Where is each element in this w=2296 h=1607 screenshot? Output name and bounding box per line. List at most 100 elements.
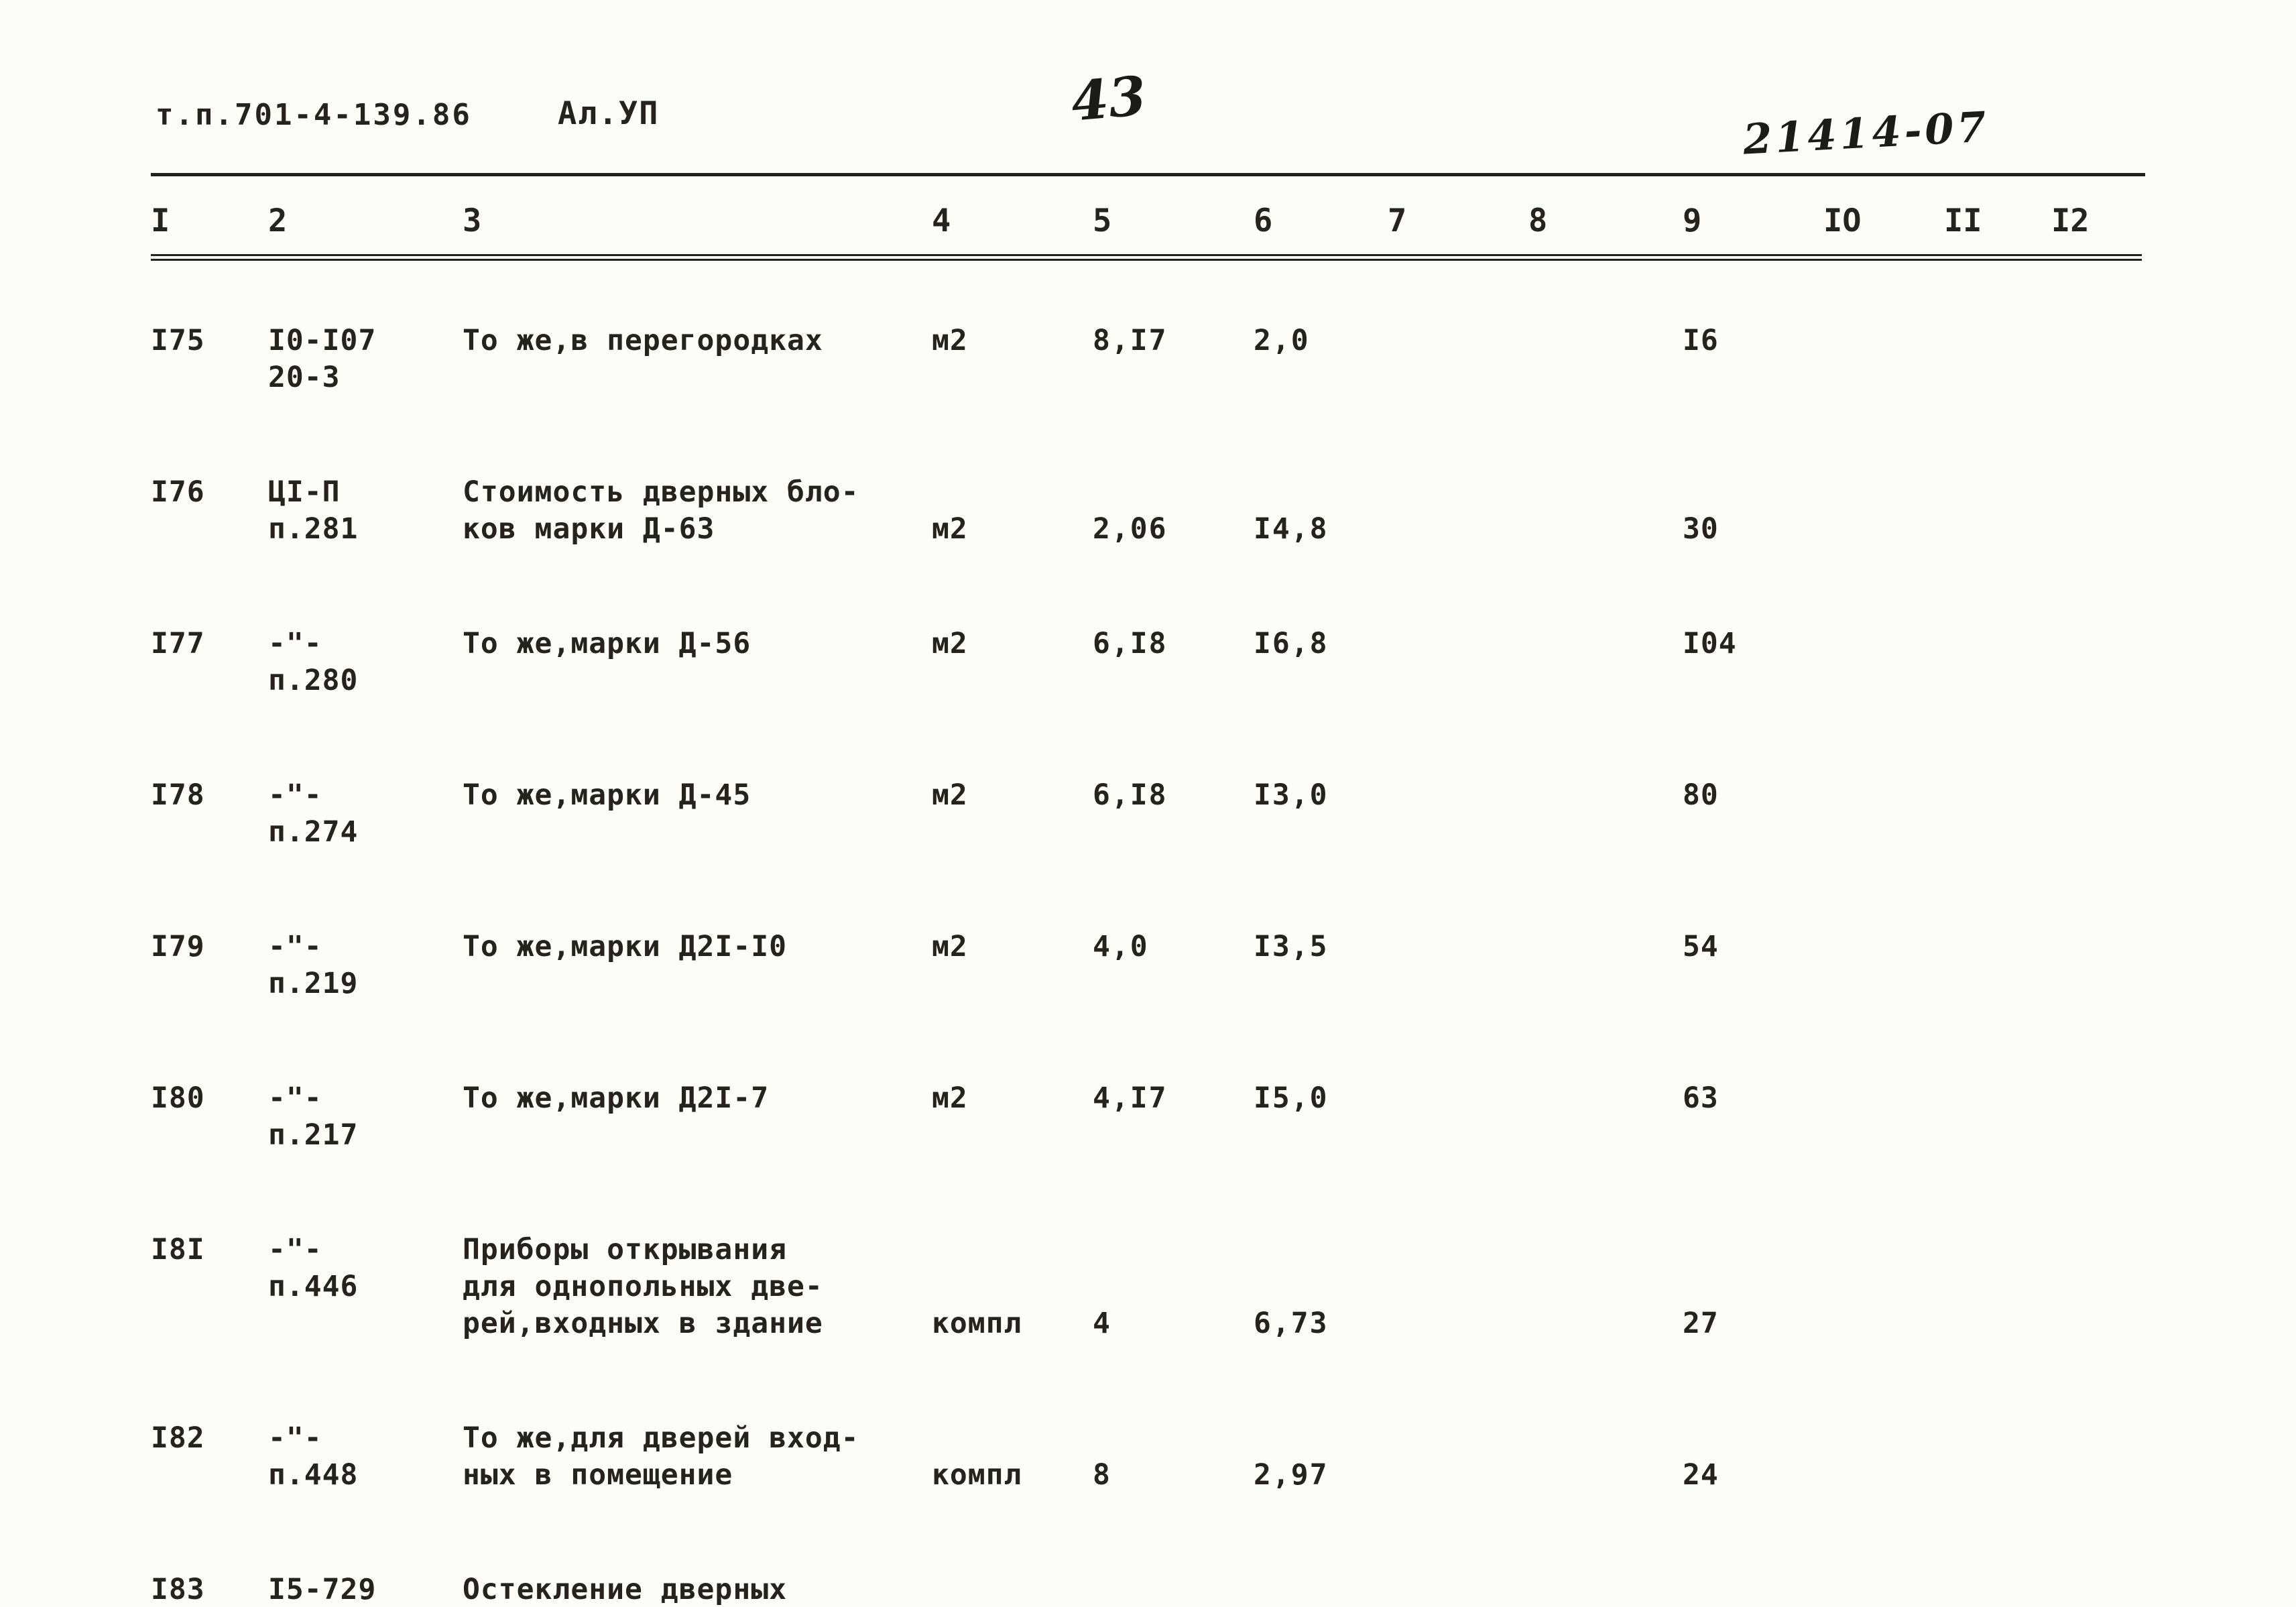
cell-col10 [1823,745,1944,896]
cell-quantity: 4 [1093,1307,1111,1340]
column-header: I [151,182,268,261]
cell-col12 [2051,1199,2142,1388]
cell-col8 [1528,1388,1683,1539]
cell-col12 [2051,1048,2142,1199]
cell-total: 63 [1683,1081,1719,1115]
cell-col11 [1944,1539,2051,1607]
cell-item-no: I76 [151,475,205,509]
cell-basis-ref: I5-729 20I-6 [268,1573,377,1606]
cell-col7 [1388,442,1528,593]
cell-col10 [1823,1199,1944,1388]
cell-col8 [1528,1199,1683,1388]
cell-total: 80 [1683,778,1719,812]
cell-item-no: I75 [151,324,205,357]
cell-col12 [2051,442,2142,593]
column-header: I2 [2051,182,2142,261]
cell-col12 [2051,745,2142,896]
table-row: I80 -"- п.217 То же,марки Д2I-7 м2 4,I7 … [151,1048,2142,1199]
cell-item-no: I82 [151,1421,205,1455]
estimate-table: I 2 3 4 5 6 7 8 9 IO II I2 I75 I0-I07 20… [151,182,2142,1607]
cell-item-no: I80 [151,1081,205,1115]
cell-item-no: I79 [151,930,205,963]
cell-col12 [2051,593,2142,745]
cell-col11 [1944,1048,2051,1199]
cell-description: То же,марки Д-56 [463,627,751,660]
cell-quantity: 8,I7 [1093,324,1168,357]
cell-item-no: I8I [151,1233,205,1266]
cell-basis-ref: -"- п.280 [268,627,359,697]
cell-col7 [1388,1539,1528,1607]
cell-basis-ref: -"- п.217 [268,1081,359,1152]
cell-unit: компл [932,1458,1022,1492]
cell-col8 [1528,1048,1683,1199]
cell-unit-cost: 6,73 [1254,1307,1329,1340]
cell-total: 30 [1683,512,1719,546]
cell-col11 [1944,896,2051,1048]
cell-basis-ref: -"- п.446 [268,1233,359,1303]
cell-description: То же,марки Д2I-7 [463,1081,770,1115]
cell-basis-ref: I0-I07 20-3 [268,324,377,394]
cell-col12 [2051,1539,2142,1607]
cell-unit: м2 [932,778,968,812]
cell-col10 [1823,1539,1944,1607]
album-label: Ал.УП [558,95,660,132]
column-header: 3 [463,182,932,261]
cell-total: I6 [1683,324,1719,357]
column-header: 7 [1388,182,1528,261]
cell-unit: м2 [932,627,968,660]
column-header-row: I 2 3 4 5 6 7 8 9 IO II I2 [151,182,2142,261]
cell-col11 [1944,1388,2051,1539]
cell-quantity: 2,06 [1093,512,1168,546]
cell-description: Приборы открывания для однопольных две- … [463,1233,823,1340]
cell-col7 [1388,257,1528,442]
cell-description: Стоимость дверных бло- ков марки Д-63 [463,475,859,546]
cell-unit-cost: I3,0 [1254,778,1329,812]
column-header: 6 [1254,182,1388,261]
header-rule [151,173,2145,176]
cell-basis-ref: -"- п.219 [268,930,359,1000]
cell-col12 [2051,896,2142,1048]
cell-col8 [1528,442,1683,593]
table-row: I77 -"- п.280 То же,марки Д-56 м2 6,I8 I… [151,593,2142,745]
column-header: 4 [932,182,1093,261]
cell-col11 [1944,745,2051,896]
cell-total: 54 [1683,930,1719,963]
cell-col8 [1528,745,1683,896]
cell-col11 [1944,257,2051,442]
table-row: I82 -"- п.448 То же,для дверей вход- ных… [151,1388,2142,1539]
cell-col8 [1528,257,1683,442]
cell-col10 [1823,1048,1944,1199]
cell-quantity: 0,0I [1093,1539,1254,1607]
cell-col12 [2051,1388,2142,1539]
cell-col7 [1388,593,1528,745]
column-header: 2 [268,182,463,261]
cell-total: 27 [1683,1307,1719,1340]
cell-unit: компл [932,1307,1022,1340]
cell-col7 [1388,896,1528,1048]
cell-basis-ref: -"- п.274 [268,778,359,849]
cell-item-no: I77 [151,627,205,660]
cell-unit-cost: I6,8 [1254,627,1329,660]
cell-description: То же,марки Д-45 [463,778,751,812]
table-row: I75 I0-I07 20-3 То же,в перегородках м2 … [151,257,2142,442]
cell-unit-cost: I96 [1254,1539,1388,1607]
cell-col10 [1823,593,1944,745]
cell-unit: I00м2 [932,1539,1093,1607]
cell-description: Остекление дверных блоков [463,1573,787,1606]
table-row: I76 ЦI-П п.281 Стоимость дверных бло- ко… [151,442,2142,593]
column-header: 5 [1093,182,1254,261]
cell-total: 2 [1683,1539,1823,1607]
column-header: IO [1823,182,1944,261]
cell-col11 [1944,1199,2051,1388]
cell-col7 [1388,745,1528,896]
table-row: I8I -"- п.446 Приборы открывания для одн… [151,1199,2142,1388]
cell-col8 [1528,1539,1683,1607]
cell-col10 [1823,896,1944,1048]
cell-total: I04 [1683,627,1737,660]
cell-unit-cost: I4,8 [1254,512,1329,546]
cell-col7 [1388,1388,1528,1539]
document-code: т.п.701-4-139.86 [156,98,472,132]
cell-quantity: 8 [1093,1458,1111,1492]
cell-col7 [1388,1048,1528,1199]
